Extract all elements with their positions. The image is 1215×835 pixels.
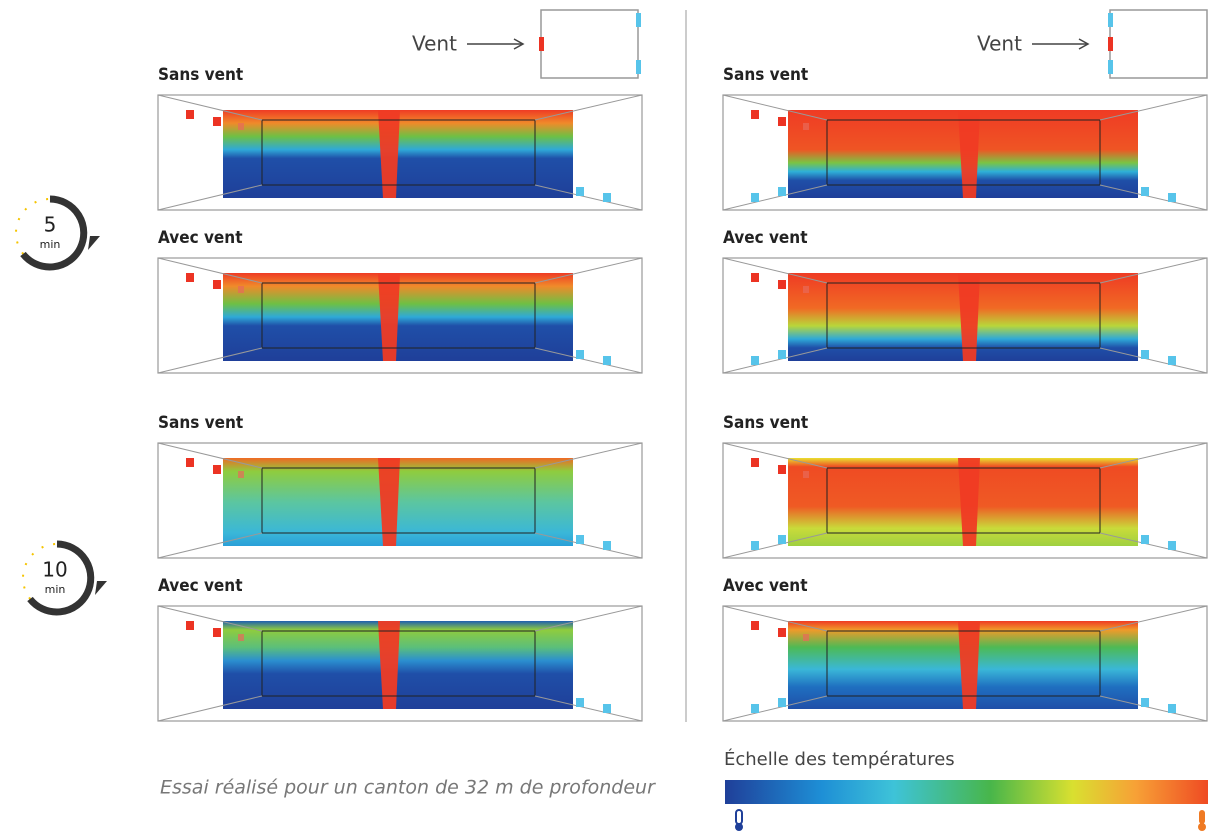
vent-marker xyxy=(778,117,786,126)
vent-marker xyxy=(238,123,244,130)
vent-marker xyxy=(751,704,759,713)
caption: Essai réalisé pour un canton de 32 m de … xyxy=(160,777,656,799)
vent-marker xyxy=(803,286,809,293)
vent-marker xyxy=(213,628,221,637)
vent-marker xyxy=(751,110,759,119)
vent-marker xyxy=(186,458,194,467)
perspective-line xyxy=(723,258,827,283)
vent-marker xyxy=(1168,704,1176,713)
perspective-line xyxy=(158,258,262,283)
vent-marker xyxy=(213,280,221,289)
perspective-line xyxy=(723,95,827,120)
vent-marker xyxy=(603,704,611,713)
vent-marker xyxy=(751,273,759,282)
cold-icon xyxy=(735,810,743,831)
perspective-line xyxy=(158,606,262,631)
perspective-line xyxy=(158,95,262,120)
perspective-line xyxy=(535,95,642,120)
vent-marker xyxy=(186,110,194,119)
perspective-line xyxy=(723,443,827,468)
vent-marker xyxy=(186,273,194,282)
panel-label: Avec vent xyxy=(158,228,243,248)
vent-marker xyxy=(751,458,759,467)
simulation-panel: Sans vent xyxy=(723,413,1207,558)
perspective-line xyxy=(535,606,642,631)
vent-marker xyxy=(803,123,809,130)
timer-value: 5 xyxy=(44,213,57,237)
perspective-line xyxy=(723,606,827,631)
vent-marker xyxy=(778,350,786,359)
wind-label: Vent xyxy=(412,32,457,56)
vent-marker xyxy=(603,356,611,365)
panel-label: Avec vent xyxy=(723,576,808,596)
vent-marker xyxy=(576,187,584,196)
vent-marker xyxy=(803,634,809,641)
vent-marker xyxy=(1141,698,1149,707)
perspective-line xyxy=(1100,443,1207,468)
simulation-panel: Sans vent xyxy=(158,413,642,558)
panel-label: Sans vent xyxy=(158,413,243,433)
vent-marker xyxy=(1141,187,1149,196)
vent-marker xyxy=(751,541,759,550)
vent-marker xyxy=(751,356,759,365)
temperature-scale xyxy=(725,780,1208,804)
perspective-line xyxy=(1100,95,1207,120)
vent-marker xyxy=(1168,356,1176,365)
vent-marker xyxy=(238,471,244,478)
vent-marker xyxy=(603,541,611,550)
vent-marker xyxy=(778,698,786,707)
hot-icon xyxy=(1198,810,1206,831)
vent-marker xyxy=(751,621,759,630)
vent-marker xyxy=(238,634,244,641)
vent-marker xyxy=(238,286,244,293)
timer-unit: min xyxy=(40,238,61,251)
simulation-panel: Sans vent xyxy=(723,65,1207,210)
vent-marker xyxy=(803,471,809,478)
perspective-line xyxy=(535,258,642,283)
simulation-panel: Avec vent xyxy=(158,228,642,373)
perspective-line xyxy=(1100,258,1207,283)
vent-marker xyxy=(1141,350,1149,359)
vent-marker xyxy=(1168,541,1176,550)
wind-diagram: Vent xyxy=(977,10,1207,78)
vent-marker xyxy=(751,193,759,202)
vent-marker xyxy=(603,193,611,202)
vent-marker xyxy=(778,628,786,637)
figure: Vent Vent 5 min 10 min Essai réalisé pou… xyxy=(0,0,1215,835)
vent-marker xyxy=(576,535,584,544)
panel-label: Avec vent xyxy=(723,228,808,248)
wind-diagram: Vent xyxy=(412,10,641,78)
vent-marker xyxy=(186,621,194,630)
vent-marker xyxy=(1168,193,1176,202)
perspective-line xyxy=(535,443,642,468)
panel-label: Sans vent xyxy=(723,65,808,85)
timer-value: 10 xyxy=(42,558,67,582)
timer: 5 min xyxy=(16,199,100,267)
vent-marker xyxy=(778,187,786,196)
panel-label: Sans vent xyxy=(158,65,243,85)
perspective-line xyxy=(1100,606,1207,631)
timer-unit: min xyxy=(45,583,66,596)
vent-marker xyxy=(576,698,584,707)
timer: 10 min xyxy=(23,544,107,612)
vent-marker xyxy=(213,117,221,126)
panel-label: Sans vent xyxy=(723,413,808,433)
vent-marker xyxy=(778,465,786,474)
perspective-line xyxy=(158,443,262,468)
scale-title: Échelle des températures xyxy=(724,748,955,770)
simulation-panel: Sans vent xyxy=(158,65,642,210)
vent-marker xyxy=(213,465,221,474)
simulation-panel: Avec vent xyxy=(158,576,642,721)
wind-label: Vent xyxy=(977,32,1022,56)
vent-marker xyxy=(778,535,786,544)
simulation-panel: Avec vent xyxy=(723,228,1207,373)
vent-marker xyxy=(1141,535,1149,544)
panel-label: Avec vent xyxy=(158,576,243,596)
simulation-panel: Avec vent xyxy=(723,576,1207,721)
vent-marker xyxy=(778,280,786,289)
vent-marker xyxy=(576,350,584,359)
